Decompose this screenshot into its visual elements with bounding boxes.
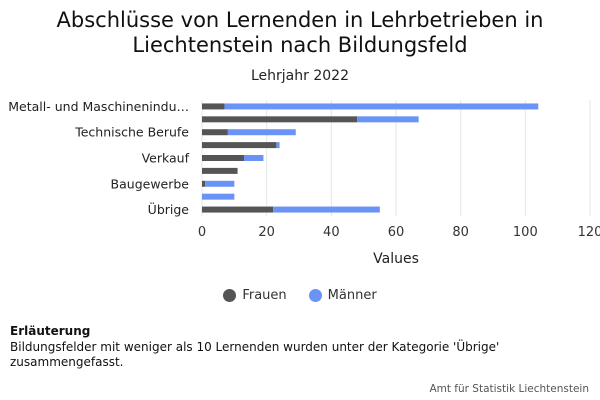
bar-maenner [276,142,280,149]
chart-subtitle: Lehrjahr 2022 [251,68,349,84]
x-tick-label: 120 [578,225,600,240]
bar-frauen [202,155,245,161]
x-axis-title: Values [373,251,419,267]
bar-frauen [202,167,238,174]
source-credit: Amt für Statistik Liechtenstein [429,383,589,395]
bar-maenner [227,129,296,136]
bar-maenner [357,116,419,123]
x-tick-label: 40 [323,225,340,240]
bar-frauen [202,129,228,136]
footnote-text: Bildungsfelder mit weniger als 10 Lernen… [10,340,500,369]
legend-item-maenner[interactable]: Männer [308,288,377,303]
category-label: Technische Berufe [74,125,189,140]
footnote-heading: Erläuterung [10,324,91,338]
bar-frauen [202,116,358,123]
legend-item-frauen[interactable]: Frauen [223,288,287,303]
category-label: Metall- und Maschinenindu… [8,99,189,114]
bar-frauen [202,142,277,149]
category-label: Baugewerbe [111,176,190,191]
bar-frauen [202,103,225,110]
bar-frauen [202,180,206,187]
x-tick-label: 0 [198,225,206,240]
bar-frauen [202,206,274,213]
legend-label-frauen: Frauen [242,288,287,303]
category-label: Verkauf [142,151,190,166]
legend-marker-frauen [223,289,237,302]
legend-marker-maenner [308,289,322,302]
bar-maenner [224,103,539,110]
stacked-bar-chart: 0 20 40 60 80 100 120 Values Metall- und Maschin… [8,99,600,267]
bar-maenner [273,206,380,213]
x-tick-label: 60 [388,225,405,240]
legend-label-maenner: Männer [327,288,377,303]
chart-title: Abschlüsse von Lernenden in Lehrbetriebe… [56,8,544,57]
category-label: Übrige [148,201,190,217]
x-tick-label: 20 [258,225,275,240]
x-tick-label: 80 [452,225,469,240]
bar-maenner [244,155,264,161]
bar-maenner [202,193,235,200]
x-tick-label: 100 [513,225,538,240]
bar-maenner [205,180,235,187]
chart-legend: Frauen Männer [0,288,600,303]
